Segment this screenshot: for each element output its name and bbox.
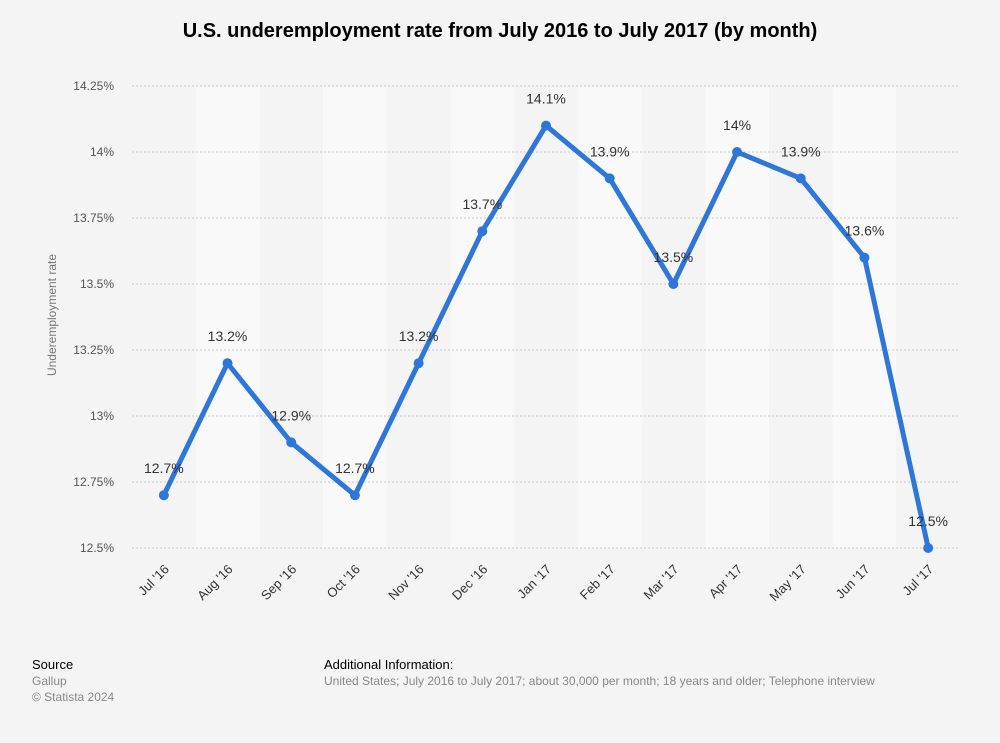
y-tick-label: 13.25% [73,343,114,357]
column-band [641,86,706,548]
x-tick-label: Feb '17 [577,562,618,603]
y-tick-label: 14% [90,145,114,159]
y-tick-label: 12.5% [80,541,114,555]
data-label: 13.7% [462,196,502,212]
data-points [158,120,934,553]
data-label: 12.5% [908,513,948,529]
x-tick-label: Jan '17 [514,562,554,602]
x-tick-label: Nov '16 [385,562,426,603]
additional-info-text: United States; July 2016 to July 2017; a… [324,674,875,688]
additional-info-block: Additional Information: United States; J… [324,657,875,689]
data-point [732,147,743,157]
data-point [286,437,297,448]
x-tick-label: Jul '16 [135,562,172,599]
x-tick-label: Dec '16 [449,562,490,603]
copyright[interactable]: © Statista 2024 [32,690,115,704]
x-tick-label: Aug '16 [194,562,235,603]
data-label: 13.9% [781,143,821,159]
column-band [896,86,960,548]
column-band [832,86,897,548]
data-point [604,173,615,184]
x-axis-ticks: Jul '16 Aug '16 Sep '16 Oct '16 Nov '16 Dec '… [135,562,936,605]
data-point [158,490,169,501]
data-point [795,173,806,184]
data-label: 13.9% [590,143,630,159]
x-tick-label: Jun '17 [833,562,873,602]
y-tick-label: 13% [90,409,114,423]
column-band [195,86,260,548]
data-label: 12.7% [335,460,375,476]
data-label: 13.2% [399,328,439,344]
column-band [323,86,387,548]
column-band [259,86,324,548]
data-labels: 12.7% 13.2% 12.9% 12.7% 13.2% 13.7% 14.1% 13.9%… [144,91,948,529]
data-point [222,358,233,369]
data-label: 14% [723,117,751,133]
y-axis-ticks: 12.5% 12.75% 13% 13.25% 13.5% 13.75% 14% 14.25% [73,79,114,555]
chart-title: U.S. underemployment rate from July 2016… [182,20,818,42]
y-axis-label: Underemployment rate [45,254,59,376]
x-tick-label: Jul '17 [899,562,936,599]
data-point [668,279,679,289]
x-tick-label: Oct '16 [324,562,363,601]
data-point [541,120,551,131]
data-label: 12.7% [144,460,184,476]
x-tick-label: May '17 [766,562,809,605]
column-band [768,86,833,548]
y-tick-label: 14.25% [73,79,114,93]
data-label: 13.2% [208,328,248,344]
additional-info-heading: Additional Information: [324,657,454,672]
data-point [859,252,870,263]
x-tick-label: Apr '17 [706,562,745,601]
data-point [413,358,424,369]
data-point [477,226,488,237]
source-name[interactable]: Gallup [32,674,67,688]
column-band [132,86,196,548]
column-bands [132,86,960,548]
y-tick-label: 12.75% [73,475,114,489]
column-band [514,86,578,548]
y-tick-label: 13.75% [73,211,114,225]
data-label: 14.1% [526,91,566,107]
data-label: 12.9% [271,407,311,423]
data-label: 13.6% [845,223,885,239]
source-heading: Source [32,657,74,672]
data-point [923,543,934,553]
y-tick-label: 13.5% [80,277,114,291]
column-band [450,86,515,548]
data-label: 13.5% [654,249,694,265]
x-tick-label: Sep '16 [258,562,299,603]
gridlines [132,85,960,549]
line-chart: 12.5% 12.75% 13% 13.25% 13.5% 13.75% 14% 14.25%… [45,79,960,605]
source-block: Source Gallup © Statista 2024 [32,657,114,705]
x-tick-label: Mar '17 [641,562,682,603]
data-point [349,490,360,501]
